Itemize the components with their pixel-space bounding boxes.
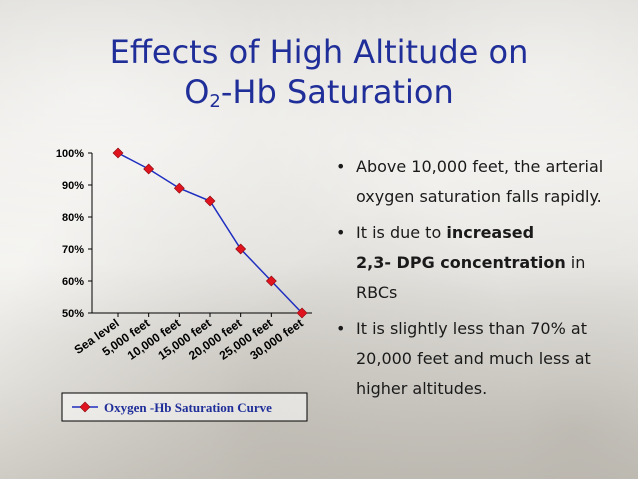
- bullet-3: It is slightly less than 70% at 20,000 f…: [334, 314, 624, 404]
- legend-marker: [79, 401, 91, 413]
- y-tick-label: 90%: [62, 180, 84, 192]
- title-rest: -Hb Saturation: [220, 73, 454, 111]
- bullet-2-post: in RBCs: [356, 253, 586, 302]
- title-line-1: Effects of High Altitude on: [109, 33, 529, 71]
- title-line-2: O2-Hb Saturation: [0, 72, 638, 122]
- data-point: [265, 275, 277, 287]
- data-point: [296, 307, 308, 319]
- y-tick-label: 80%: [62, 212, 84, 224]
- bullet-2-pre: It is due to: [356, 223, 447, 242]
- slide-title: Effects of High Altitude on O2-Hb Satura…: [0, 32, 638, 122]
- bullet-1: Above 10,000 feet, the arterial oxygen s…: [334, 152, 624, 212]
- data-point: [143, 163, 155, 175]
- bullet-2: It is due to increased 2,3- DPG concentra…: [334, 218, 624, 308]
- data-point: [112, 147, 124, 159]
- data-point: [173, 182, 185, 194]
- bullet-2-bold-1: increased: [446, 223, 535, 242]
- data-point: [235, 243, 247, 255]
- y-tick-label: 60%: [62, 276, 84, 288]
- legend-box: [61, 392, 308, 422]
- data-point: [204, 195, 216, 207]
- y-tick-label: 50%: [62, 308, 84, 320]
- y-tick-label: 70%: [62, 244, 84, 256]
- legend-label: Oxygen -Hb Saturation Curve: [104, 400, 272, 415]
- title-o: O: [184, 73, 210, 111]
- y-tick-label: 100%: [56, 148, 84, 160]
- title-subscript: 2: [209, 91, 221, 112]
- series-line: [117, 152, 303, 314]
- bullet-2-bold-2: 2,3- DPG concentration: [356, 253, 566, 272]
- bullet-list: Above 10,000 feet, the arterial oxygen s…: [334, 152, 624, 410]
